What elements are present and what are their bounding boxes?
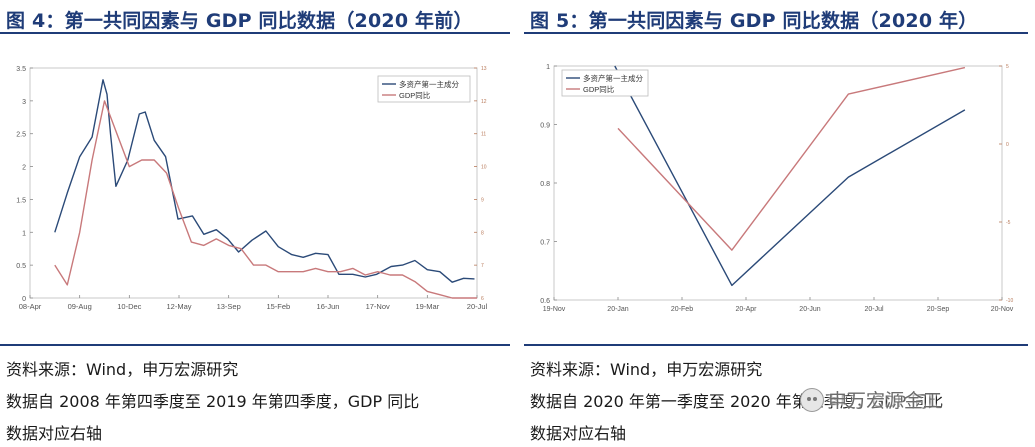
gdp-series-line — [617, 66, 966, 251]
y-right-tick-label: 10 — [481, 165, 487, 171]
y-right-tick-label: 9 — [481, 197, 484, 203]
right-title-rule — [524, 32, 1028, 34]
legend-label-factor: 多资产第一主成分 — [583, 73, 643, 83]
left-chart-wrap: 0 0.5 1 1.5 2 2.5 3 3.5 6 7 8 9 10 11 12 13 08-Apr 09-Aug… — [0, 44, 510, 348]
x-tick-label: 20-Jan — [607, 306, 629, 313]
left-source-line-2: 数据自 2008 年第四季度至 2019 年第四季度，GDP 同比 — [6, 392, 420, 411]
x-tick-label: 20-Jul — [467, 302, 488, 311]
left-source-rule — [0, 344, 510, 346]
factor-series-line — [54, 79, 475, 283]
y-right-tick-label: 7 — [481, 263, 484, 269]
y-right-tick-label: 8 — [481, 230, 484, 236]
y-left-tick-label: 0.9 — [540, 123, 550, 130]
y-left-tick-label: 1.5 — [16, 197, 26, 204]
x-tick-label: 16-Jun — [317, 302, 340, 311]
y-left-tick-label: 0.5 — [16, 263, 26, 270]
legend-box — [561, 69, 649, 97]
y-right-tick-label: -10 — [1006, 298, 1013, 304]
wechat-icon — [800, 388, 824, 412]
y-left-tick-label: 1 — [546, 64, 550, 71]
right-source-line-1: 资料来源：Wind，申万宏源研究 — [530, 360, 763, 379]
y-left-tick-label: 2.5 — [16, 132, 26, 139]
left-source-line-3: 数据对应右轴 — [6, 424, 103, 443]
left-title-rule — [0, 32, 510, 34]
y-right-tick-label: 6 — [481, 296, 484, 302]
y-right-tick-label: 5 — [1006, 64, 1009, 70]
x-tick-label: 17-Nov — [366, 302, 390, 311]
x-tick-label: 19-Nov — [543, 306, 566, 313]
watermark-text: 申万宏源金工 — [828, 390, 943, 412]
legend-label-gdp: GDP同比 — [399, 90, 431, 100]
x-tick-label: 20-Sep — [927, 306, 950, 313]
x-tick-label: 20-Feb — [671, 306, 693, 313]
legend-label-factor: 多资产第一主成分 — [399, 79, 459, 89]
right-source-line-3: 数据对应右轴 — [530, 424, 627, 443]
y-right-tick-label: 12 — [481, 99, 487, 105]
x-tick-label: 15-Feb — [266, 302, 290, 311]
x-tick-label: 20-Jul — [864, 306, 884, 313]
gdp-series-line — [54, 100, 477, 299]
left-chart-svg: 0 0.5 1 1.5 2 2.5 3 3.5 6 7 8 9 10 11 12 13 08-Apr 09-Aug… — [16, 66, 488, 311]
x-tick-label: 09-Aug — [68, 302, 92, 311]
right-chart-svg: 0.6 0.7 0.8 0.9 1 -10 -5 0 5 19-Nov 20-Jan 20-Feb 20… — [540, 64, 1014, 313]
y-right-tick-label: 0 — [1006, 142, 1009, 148]
y-left-tick-label: 3 — [22, 99, 26, 106]
y-left-tick-label: 1 — [22, 230, 26, 237]
left-figure-title: 图 4：第一共同因素与 GDP 同比数据（2020 年前） — [6, 10, 473, 32]
right-source-rule — [524, 344, 1028, 346]
left-figure-panel: 图 4：第一共同因素与 GDP 同比数据（2020 年前） 0 0.5 1 1.5 2 2… — [0, 0, 510, 447]
x-tick-label: 19-Mar — [415, 302, 439, 311]
plot-frame — [553, 65, 1003, 301]
y-left-tick-label: 0.6 — [540, 298, 550, 305]
right-source-line-2: 数据自 2020 年第一季度至 2020 年第三季度，GDP 同比 — [530, 392, 944, 411]
y-left-tick-label: 3.5 — [16, 66, 26, 73]
y-left-tick-label: 2 — [22, 165, 26, 172]
y-left-tick-label: 0.8 — [540, 181, 550, 188]
x-tick-label: 08-Apr — [19, 302, 42, 311]
watermark: 申万宏源金工 — [800, 384, 1010, 414]
legend-label-gdp: GDP同比 — [583, 84, 615, 94]
left-source-line-1: 资料来源：Wind，申万宏源研究 — [6, 360, 239, 379]
legend-box — [377, 75, 471, 103]
x-tick-label: 13-Sep — [217, 302, 241, 311]
x-tick-label: 20-Apr — [735, 306, 757, 313]
factor-series-line — [614, 65, 966, 287]
y-left-tick-label: 0 — [22, 296, 26, 303]
plot-frame — [29, 67, 478, 299]
y-right-tick-label: 11 — [481, 132, 486, 138]
right-figure-panel: 图 5：第一共同因素与 GDP 同比数据（2020 年） 0.6 0.7 0.8 0.… — [524, 0, 1035, 447]
x-tick-label: 20-Jun — [799, 306, 821, 313]
y-left-tick-label: 0.7 — [540, 240, 550, 247]
right-figure-title: 图 5：第一共同因素与 GDP 同比数据（2020 年） — [530, 10, 978, 32]
right-chart-wrap: 0.6 0.7 0.8 0.9 1 -10 -5 0 5 19-Nov 20-Jan 20-Feb 20… — [524, 44, 1028, 348]
x-tick-label: 20-Nov — [991, 306, 1014, 313]
y-right-tick-label: -5 — [1006, 220, 1011, 226]
y-right-tick-label: 13 — [481, 66, 487, 72]
x-tick-label: 12-May — [166, 302, 191, 311]
x-tick-label: 10-Dec — [117, 302, 141, 311]
